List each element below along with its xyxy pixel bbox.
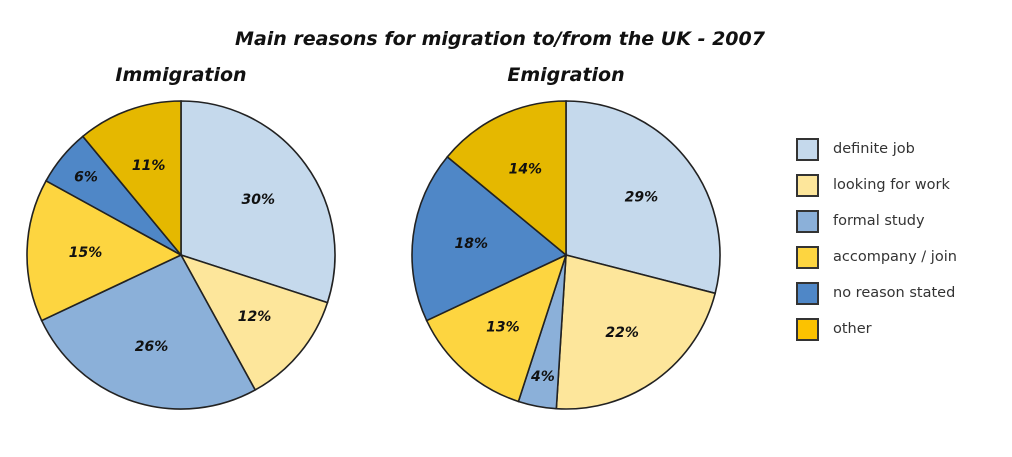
slice-label: 11% bbox=[132, 158, 166, 174]
immigration-slice-accompany-join bbox=[26, 179, 183, 322]
legend-label: accompany / join bbox=[833, 249, 957, 265]
legend-swatch bbox=[796, 137, 819, 161]
legend-label: no reason stated bbox=[833, 285, 956, 301]
legend-item: definite job bbox=[796, 131, 957, 167]
legend-label: definite job bbox=[833, 141, 915, 157]
slice-label: 18% bbox=[455, 236, 489, 252]
legend-item: other bbox=[796, 311, 957, 347]
legend-swatch bbox=[796, 281, 819, 305]
slice-label: 26% bbox=[135, 339, 169, 355]
immigration-slice-formal-study bbox=[40, 253, 257, 410]
immigration-slice-other bbox=[81, 100, 182, 258]
legend-item: looking for work bbox=[796, 167, 957, 203]
immigration-slice-looking-for-work bbox=[179, 253, 329, 392]
slice-label: 13% bbox=[486, 320, 520, 336]
legend-item: formal study bbox=[796, 203, 957, 239]
legend-item: no reason stated bbox=[796, 275, 957, 311]
legend-swatch bbox=[796, 317, 819, 341]
emigration-slice-other bbox=[446, 100, 567, 257]
emigration-slice-no-reason-stated bbox=[411, 155, 568, 322]
legend-swatch bbox=[796, 245, 819, 269]
slice-label: 22% bbox=[605, 325, 639, 341]
chart-title: Main reasons for migration to/from the U… bbox=[235, 28, 765, 50]
slice-label: 12% bbox=[238, 309, 272, 325]
emigration-slice-definite-job bbox=[565, 100, 721, 295]
emigration-title: Emigration bbox=[507, 64, 625, 86]
slice-label: 29% bbox=[625, 189, 659, 205]
legend-swatch bbox=[796, 209, 819, 233]
legend-swatch bbox=[796, 173, 819, 197]
slice-label: 6% bbox=[74, 169, 98, 185]
slice-label: 4% bbox=[530, 369, 555, 385]
emigration-slice-looking-for-work bbox=[555, 253, 717, 410]
legend-label: other bbox=[833, 321, 872, 337]
emigration-slice-accompany-join bbox=[425, 253, 568, 403]
slice-label: 15% bbox=[69, 245, 103, 261]
legend-label: looking for work bbox=[833, 177, 950, 193]
immigration-slice-definite-job bbox=[180, 100, 336, 304]
slice-label: 30% bbox=[241, 192, 275, 208]
slice-label: 14% bbox=[509, 162, 543, 178]
immigration-title: Immigration bbox=[115, 64, 247, 86]
legend-item: accompany / join bbox=[796, 239, 957, 275]
legend-label: formal study bbox=[833, 213, 925, 229]
legend: definite job looking for work formal stu… bbox=[796, 131, 957, 347]
